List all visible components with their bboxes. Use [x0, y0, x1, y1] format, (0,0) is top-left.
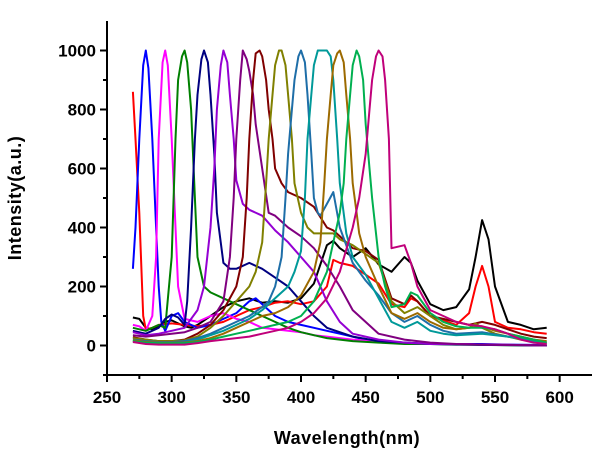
- x-tick-label: 550: [481, 388, 509, 407]
- ticks: 250 300 350 400 450 500 550 600 0 200 400 600 800 100…: [58, 42, 574, 408]
- x-tick-label: 450: [351, 388, 379, 407]
- x-tick-label: 250: [93, 388, 121, 407]
- x-tick-label: 350: [222, 388, 250, 407]
- series-line-teal: [132, 49, 547, 345]
- series-line-black: [132, 219, 547, 331]
- x-tick-label: 600: [545, 388, 573, 407]
- y-tick-label: 800: [68, 101, 96, 120]
- y-axis-title: Intensity(a.u.): [5, 136, 25, 261]
- x-tick-label: 500: [416, 388, 444, 407]
- x-tick-label: 300: [157, 388, 185, 407]
- series-line-purple: [132, 49, 547, 347]
- series-line-springgreen: [132, 49, 547, 345]
- y-tick-label: 200: [68, 278, 96, 297]
- y-tick-label: 400: [68, 219, 96, 238]
- x-tick-label: 400: [287, 388, 315, 407]
- series-line-navy: [132, 49, 547, 347]
- y-tick-label: 1000: [58, 42, 96, 61]
- y-tick-label: 0: [87, 337, 96, 356]
- series-line-green: [132, 49, 547, 347]
- series-layer: [131, 49, 547, 347]
- x-axis-title: Wavelength(nm): [274, 428, 420, 448]
- series-line-goldenbrown: [132, 49, 547, 344]
- series-line-mediumvioletred: [132, 49, 547, 346]
- y-tick-label: 600: [68, 160, 96, 179]
- series-line-steelblue: [132, 49, 547, 344]
